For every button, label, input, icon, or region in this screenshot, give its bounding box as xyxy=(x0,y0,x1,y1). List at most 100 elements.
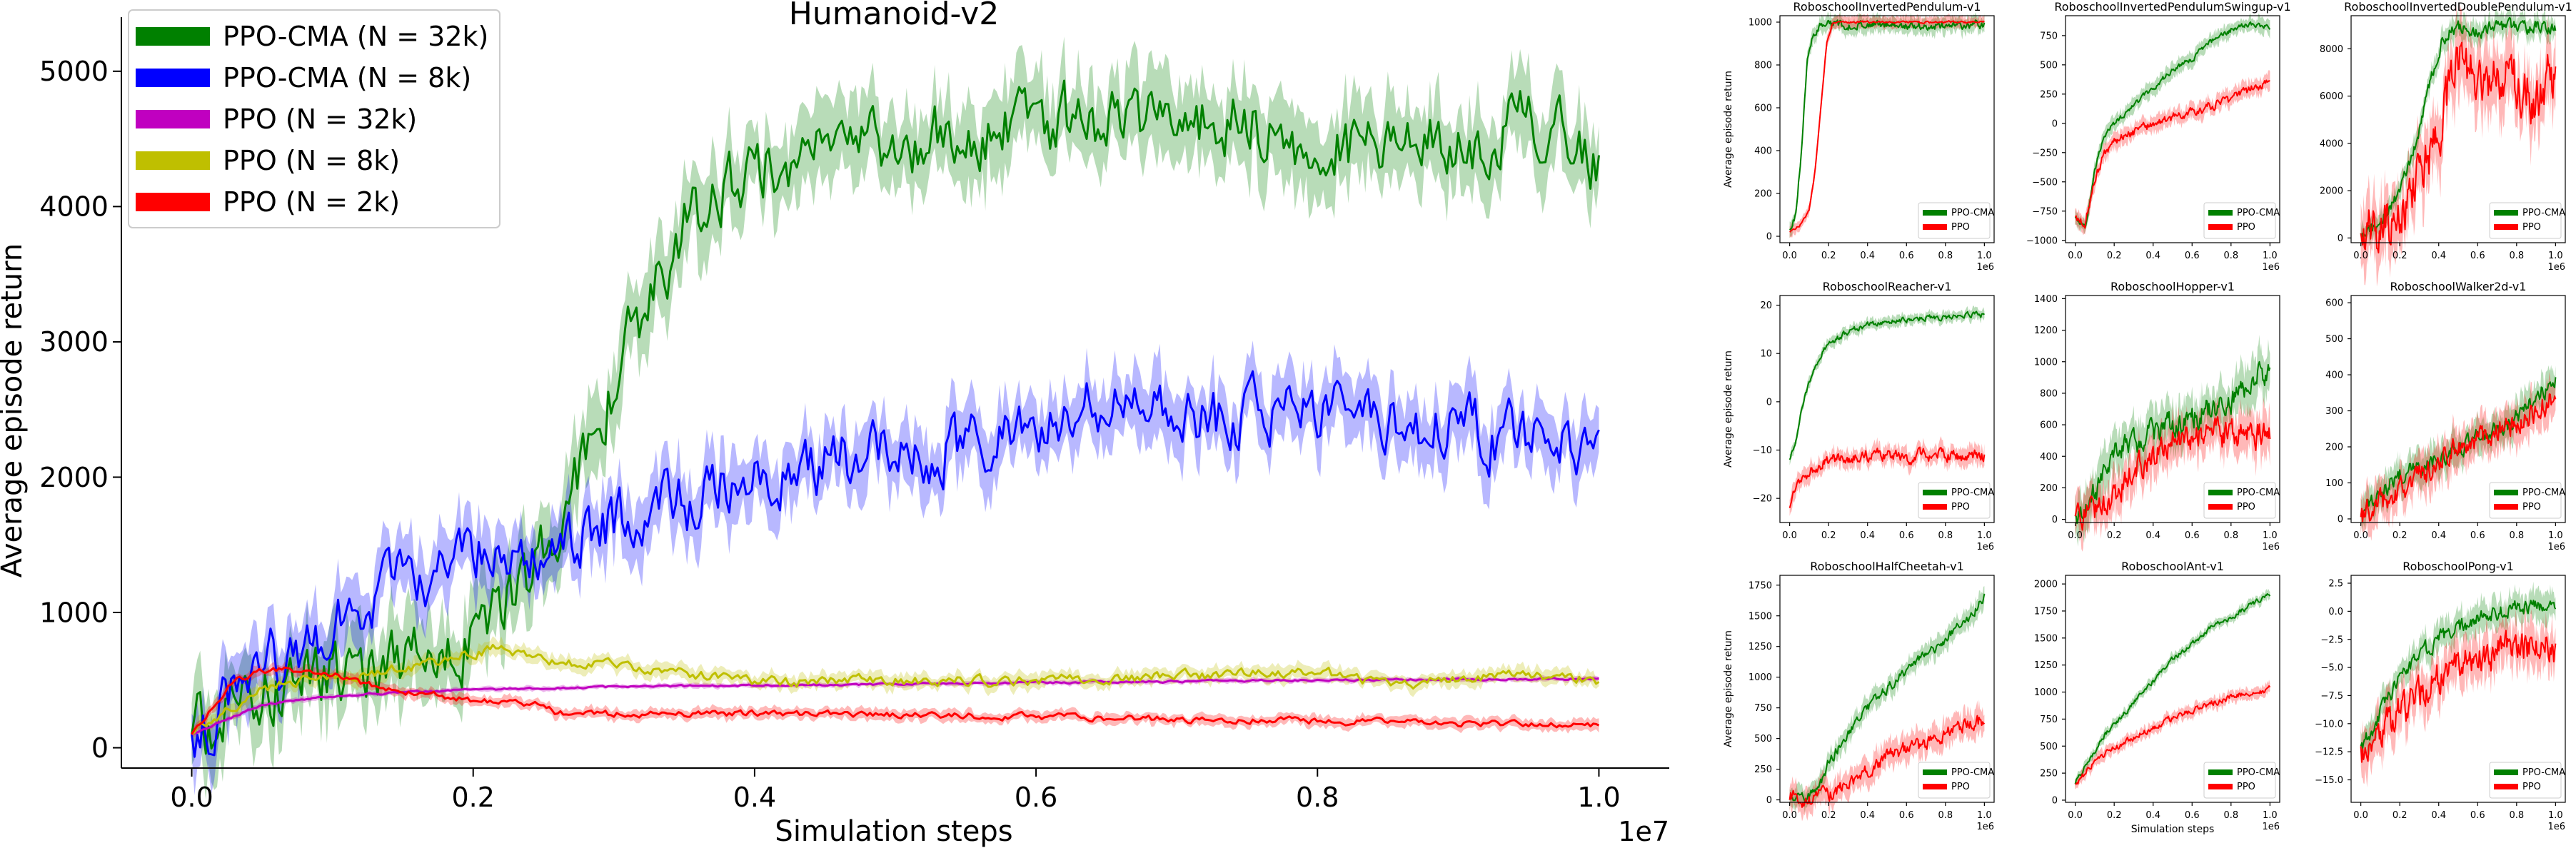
legend-frame xyxy=(128,9,500,228)
small-chart-lines xyxy=(2360,600,2557,763)
small-x-tick-label: 0.8 xyxy=(1938,530,1953,541)
small-y-tick-label: 20 xyxy=(1760,301,1772,311)
small-x-tick-label: 1.0 xyxy=(2548,251,2563,261)
small-legend-swatch-ppo xyxy=(1923,224,1947,230)
small-y-tick-label: 1400 xyxy=(2034,294,2058,305)
small-x-tick-label: 0.2 xyxy=(2393,810,2408,821)
small-legend-swatch-ppo-cma xyxy=(2494,210,2518,216)
small-x-tick-label: 1.0 xyxy=(1977,810,1992,821)
small-x-tick-label: 0.2 xyxy=(1821,810,1836,821)
legend-label-ppo-8k: PPO (N = 8k) xyxy=(223,145,400,176)
small-chart-bands xyxy=(1789,586,1985,822)
small-y-tick-label: −750 xyxy=(2032,206,2058,217)
small-chart-x-offset-text: 1e6 xyxy=(2547,542,2565,552)
main-x-axis-label: Simulation steps xyxy=(775,815,1012,848)
main-bands xyxy=(191,36,1599,800)
small-chart-roboschoolreacher-v1: RoboschoolReacher-v1 0.0 0.2 0.4 0.6 0.8 1.0 −2… xyxy=(1723,280,1995,552)
small-band-ppo xyxy=(2360,602,2556,788)
small-x-tick-label: 1.0 xyxy=(2263,530,2278,541)
small-series-line-ppo xyxy=(2075,685,2271,785)
small-legend-swatch-ppo xyxy=(2494,224,2518,230)
small-legend-swatch-ppo-cma xyxy=(1923,490,1947,495)
small-plot-frame xyxy=(1779,575,1995,803)
small-chart-roboschoolinvertedpendulum-v1: RoboschoolInvertedPendulum-v10.0 0.2 0.4 0.… xyxy=(1723,0,1995,273)
small-y-tick-label: −10 xyxy=(1753,445,1772,456)
small-x-tick-label: 0.6 xyxy=(2185,251,2200,261)
small-y-tick-label: 1750 xyxy=(1749,580,1772,591)
legend-swatch-ppo-8k xyxy=(136,151,210,170)
legend: PPO-CMA (N = 32k) PPO-CMA (N = 8k) PPO (… xyxy=(128,9,500,228)
small-y-tick-label: 1000 xyxy=(1749,672,1772,683)
small-band-ppo-cma xyxy=(1789,306,1985,465)
small-chart-y-axis-label: Average episode return xyxy=(1723,350,1734,468)
small-plot-frame xyxy=(2350,15,2566,243)
small-x-tick-label: 0.6 xyxy=(2185,530,2200,541)
small-chart-title: RoboschoolInvertedDoublePendulum-v1 xyxy=(2344,0,2572,14)
small-chart-legend: PPO-CMA PPO xyxy=(2489,482,2565,519)
small-x-tick-label: 0.0 xyxy=(2068,251,2083,261)
main-x-offset-text: 1e7 xyxy=(1618,816,1669,847)
small-x-tick-label: 0.8 xyxy=(1938,810,1953,821)
small-band-ppo-cma xyxy=(1789,586,1985,814)
small-y-tick-label: 250 xyxy=(2040,89,2058,100)
small-y-tick-label: 0.0 xyxy=(2328,607,2343,617)
small-series-line-ppo-cma xyxy=(2074,21,2271,229)
small-legend-swatch-ppo-cma xyxy=(2208,210,2233,216)
small-band-ppo xyxy=(2360,371,2556,541)
small-y-tick-label: 800 xyxy=(2040,388,2058,399)
small-y-tick-label: 1000 xyxy=(2034,357,2058,368)
small-chart-lines xyxy=(2074,21,2271,229)
small-chart-axes: 0.0 0.2 0.4 0.6 0.8 1.0 −15.0 −12.5 −10.0 −7.5 −5.… xyxy=(2315,575,2566,821)
main-x-tick-label: 0.6 xyxy=(1015,782,1057,813)
small-y-tick-label: 1250 xyxy=(2034,660,2058,671)
small-y-tick-label: 400 xyxy=(1754,146,1772,157)
small-y-tick-label: 0 xyxy=(2052,796,2058,807)
small-chart-legend: PPO-CMA PPO xyxy=(1918,762,1994,799)
small-series-line-ppo-cma xyxy=(1788,593,1986,802)
main-band-ppo-n-2k xyxy=(191,662,1599,740)
main-y-tick-label: 5000 xyxy=(39,56,109,87)
small-chart-legend: PPO-CMA PPO xyxy=(2203,762,2280,799)
main-y-tick-label: 4000 xyxy=(39,191,109,223)
small-y-tick-label: −10.0 xyxy=(2315,719,2343,730)
small-x-tick-label: 0.6 xyxy=(1899,530,1914,541)
small-x-tick-label: 1.0 xyxy=(2548,810,2563,821)
main-band-ppo-cma-n-32k xyxy=(191,36,1599,800)
small-y-tick-label: 0 xyxy=(2338,515,2343,525)
small-y-tick-label: 200 xyxy=(1754,189,1772,200)
main-x-tick-label: 1.0 xyxy=(1577,782,1620,813)
small-legend-label-ppo-cma: PPO-CMA xyxy=(1951,767,1994,778)
small-chart-x-offset-text: 1e6 xyxy=(1976,542,1994,552)
small-series-line-ppo-cma xyxy=(2074,593,2271,784)
small-y-tick-label: 200 xyxy=(2325,443,2343,453)
small-x-tick-label: 0.4 xyxy=(2431,810,2446,821)
small-chart-bands xyxy=(1789,10,1985,238)
small-x-tick-label: 0.0 xyxy=(2068,530,2083,541)
small-x-tick-label: 0.0 xyxy=(1782,530,1797,541)
small-y-tick-label: 200 xyxy=(2040,483,2058,494)
small-legend-swatch-ppo-cma xyxy=(2494,490,2518,495)
main-lines xyxy=(191,79,1600,758)
small-series-line-ppo-cma xyxy=(2360,600,2557,749)
small-y-tick-label: 10 xyxy=(1760,349,1772,360)
small-chart-x-offset-text: 1e6 xyxy=(1976,822,1994,832)
small-chart-lines xyxy=(1788,19,1986,233)
small-chart-axes: 0.0 0.2 0.4 0.6 0.8 1.0 0 100 200 300 400 500 600 xyxy=(2325,295,2566,541)
small-legend-label-ppo: PPO xyxy=(2237,222,2255,233)
small-chart-lines xyxy=(2074,360,2271,531)
small-series-line-ppo-cma xyxy=(2075,360,2271,525)
small-chart-x-axis-label: Simulation steps xyxy=(2131,824,2215,835)
small-x-tick-label: 0.4 xyxy=(2431,530,2446,541)
main-series-line-ppo-cma-n-8k xyxy=(191,370,1600,758)
small-y-tick-label: 4000 xyxy=(2320,138,2343,149)
small-chart-axes: 0.0 0.2 0.4 0.6 0.8 1.0 −1000 −750 −500 −250 0 250 5… xyxy=(2026,15,2280,261)
small-x-tick-label: 0.8 xyxy=(2509,530,2524,541)
small-y-tick-label: −2.5 xyxy=(2320,635,2343,645)
small-x-tick-label: 0.4 xyxy=(2431,251,2446,261)
small-x-tick-label: 0.6 xyxy=(2470,810,2485,821)
small-x-tick-label: 0.2 xyxy=(2393,251,2408,261)
small-y-tick-label: 600 xyxy=(2040,420,2058,431)
small-chart-axes: 0.0 0.2 0.4 0.6 0.8 1.0 0 2000 4000 6000 8000 xyxy=(2320,15,2566,261)
small-x-tick-label: 0.8 xyxy=(2509,251,2524,261)
